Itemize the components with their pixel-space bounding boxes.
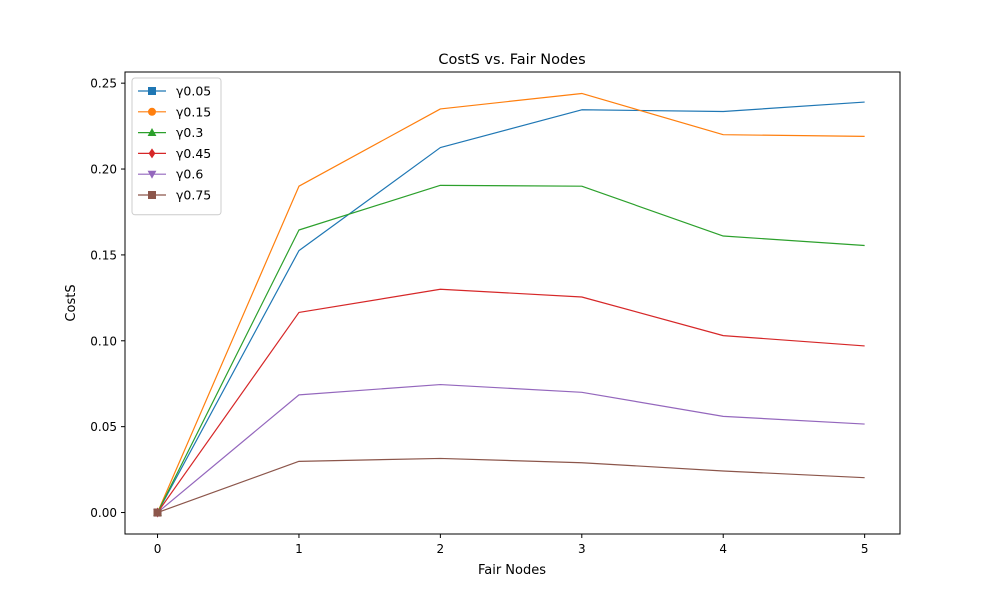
legend-label: γ0.6: [176, 167, 203, 182]
legend-marker: [148, 148, 156, 159]
y-tick-label: 0.00: [90, 506, 117, 520]
legend: γ0.05 γ0.15 γ0.3 γ0.45 γ0.6 γ0.75: [131, 77, 222, 216]
x-tick-label: 0: [154, 542, 162, 556]
series-line: [157, 383, 865, 513]
legend-marker: [147, 170, 157, 179]
x-axis: 0 1 2 3 4 5: [154, 534, 869, 556]
legend-label: γ0.3: [176, 125, 203, 140]
legend-marker: [148, 191, 156, 199]
chart-title: CostS vs. Fair Nodes: [438, 52, 585, 68]
y-tick-label: 0.15: [90, 248, 117, 262]
legend-item: γ0.15: [138, 104, 211, 119]
x-tick-label: 1: [295, 542, 303, 556]
legend-label: γ0.15: [176, 104, 211, 119]
legend-marker: [148, 87, 156, 95]
legend-label: γ0.45: [176, 146, 211, 161]
series-line: [157, 457, 865, 514]
y-tick-label: 0.10: [90, 334, 117, 348]
y-axis: 0.00 0.05 0.10 0.15 0.20 0.25: [90, 77, 125, 520]
y-tick-label: 0.20: [90, 163, 117, 177]
plot-area: [153, 92, 865, 518]
x-axis-label: Fair Nodes: [478, 563, 546, 578]
legend-label: γ0.05: [176, 84, 211, 99]
series-line: [157, 288, 865, 513]
legend-marker: [147, 128, 157, 136]
legend-item: γ0.75: [138, 188, 211, 203]
legend-item: γ0.6: [138, 167, 203, 182]
series-6: [153, 457, 865, 517]
legend-item: γ0.45: [138, 146, 211, 161]
x-tick-label: 2: [437, 542, 445, 556]
x-tick-label: 3: [578, 542, 586, 556]
y-tick-label: 0.05: [90, 420, 117, 434]
y-tick-label: 0.25: [90, 77, 117, 91]
legend-marker: [148, 107, 156, 116]
x-tick-label: 5: [861, 542, 869, 556]
legend-item: γ0.05: [138, 84, 211, 99]
legend-label: γ0.75: [176, 188, 211, 203]
y-axis-label: CostS: [64, 284, 79, 321]
data-point-marker: [153, 508, 162, 517]
series-line: [156, 101, 865, 513]
axes-frame: [124, 71, 901, 535]
legend-item: γ0.3: [138, 125, 203, 140]
series-line: [156, 92, 865, 513]
series-line: [156, 184, 865, 513]
x-tick-label: 4: [719, 542, 727, 556]
